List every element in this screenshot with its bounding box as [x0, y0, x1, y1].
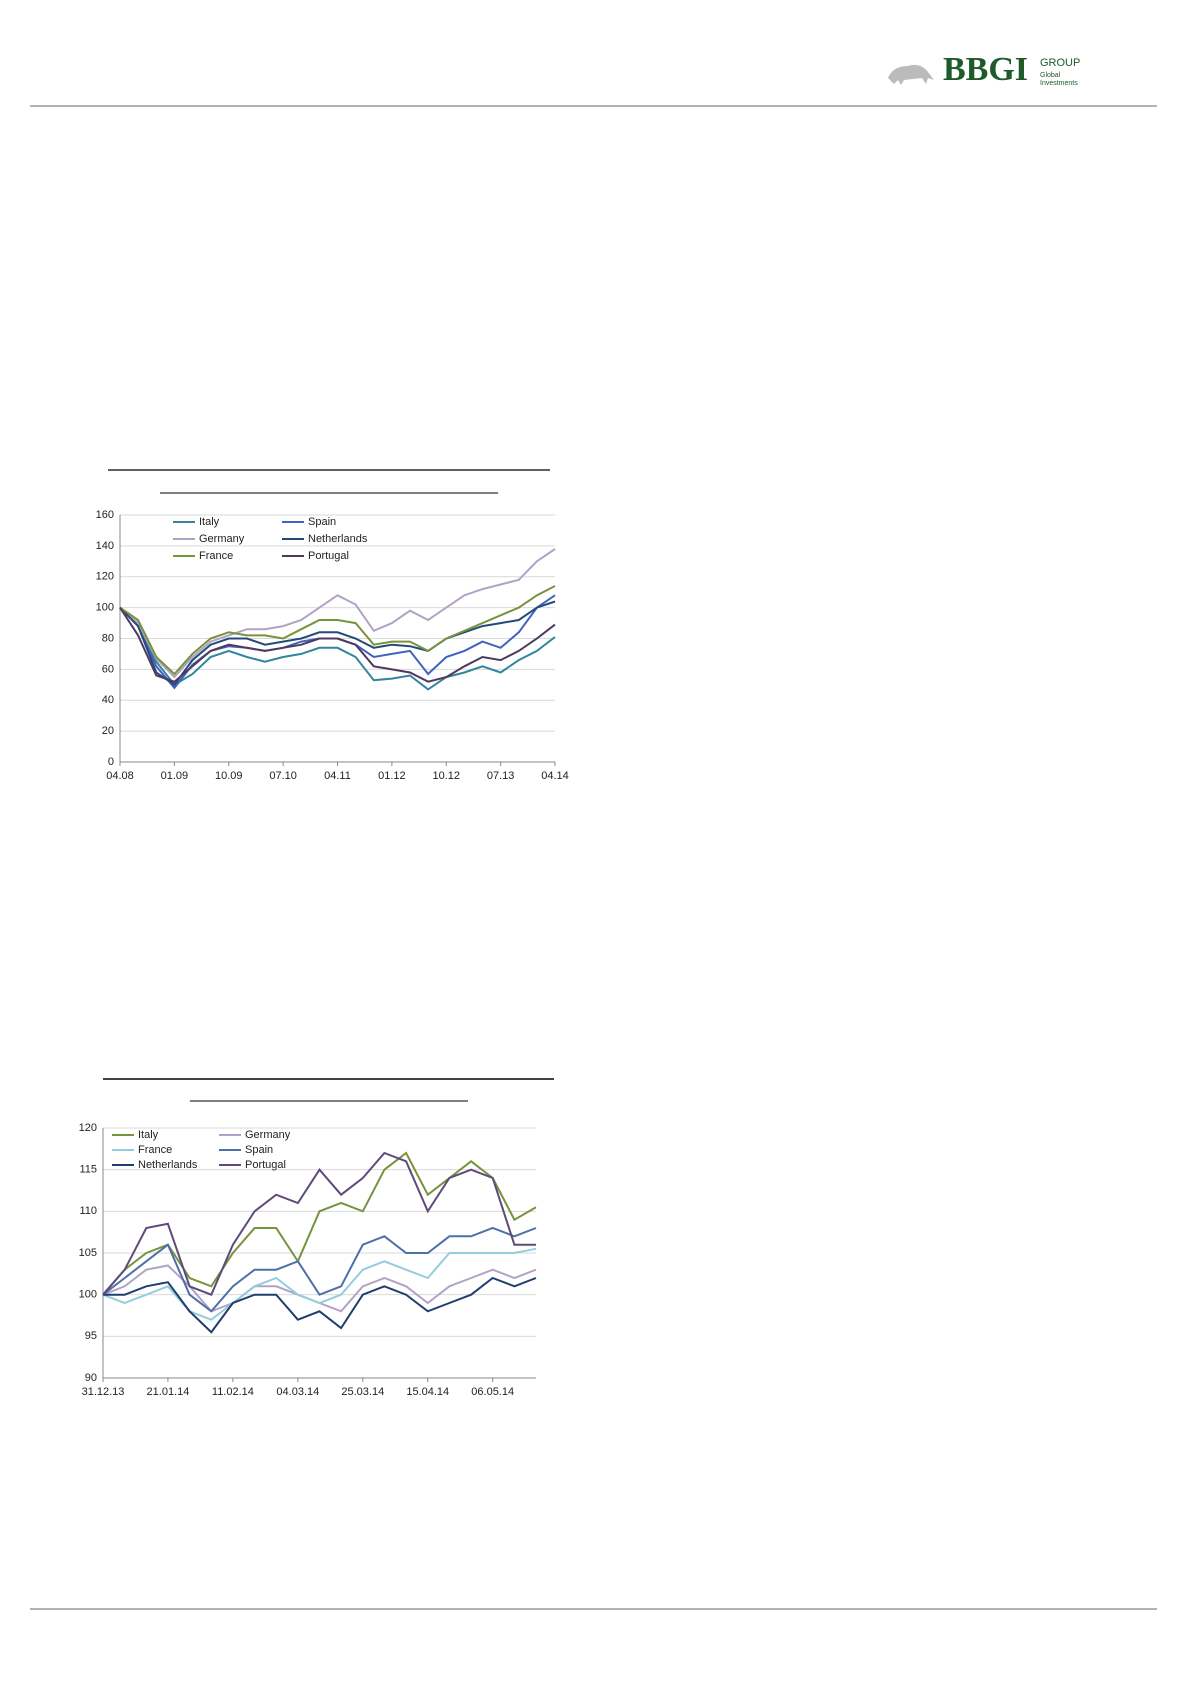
x-tick-label: 10.12	[432, 770, 460, 782]
legend-label: France	[199, 550, 233, 562]
legend-label: Italy	[199, 516, 220, 528]
series-line	[119, 607, 556, 683]
legend-label: Netherlands	[138, 1159, 198, 1171]
legend-label: Portugal	[245, 1159, 286, 1171]
legend-label: Spain	[308, 516, 336, 528]
series-line	[102, 1247, 537, 1321]
legend-label: Portugal	[308, 550, 349, 562]
legend-label: Spain	[245, 1144, 273, 1156]
y-tick-label: 100	[96, 602, 114, 614]
series-line	[119, 548, 556, 679]
y-tick-label: 0	[108, 756, 114, 768]
series-line	[102, 1226, 537, 1313]
series-line	[102, 1151, 536, 1296]
y-tick-label: 100	[79, 1289, 97, 1301]
y-tick-label: 115	[79, 1164, 97, 1176]
y-tick-label: 120	[96, 571, 114, 583]
x-tick-label: 07.13	[487, 770, 515, 782]
logo-icon	[888, 64, 934, 85]
x-tick-label: 25.03.14	[341, 1386, 384, 1398]
x-tick-label: 01.12	[378, 770, 406, 782]
series-line	[119, 585, 556, 676]
x-tick-label: 31.12.13	[82, 1386, 125, 1398]
logo-group: GROUP	[1040, 57, 1080, 69]
series-line	[102, 1264, 537, 1313]
x-tick-label: 04.08	[106, 770, 134, 782]
y-tick-label: 120	[79, 1122, 97, 1134]
x-tick-label: 15.04.14	[406, 1386, 449, 1398]
x-tick-label: 21.01.14	[147, 1386, 190, 1398]
series-line	[119, 594, 556, 690]
series-line	[119, 600, 556, 687]
y-tick-label: 95	[85, 1330, 97, 1342]
x-tick-label: 10.09	[215, 770, 243, 782]
y-tick-label: 140	[96, 540, 114, 552]
x-tick-label: 04.14	[541, 770, 569, 782]
logo: BBGI	[943, 51, 1028, 88]
legend-label: Germany	[199, 533, 245, 545]
y-tick-label: 60	[102, 663, 114, 675]
logo-tagline: Global	[1040, 72, 1061, 79]
x-tick-label: 01.09	[161, 770, 189, 782]
y-tick-label: 80	[102, 632, 114, 644]
y-tick-label: 20	[102, 725, 114, 737]
logo-tagline: Investments	[1040, 80, 1078, 87]
x-tick-label: 11.02.14	[212, 1386, 254, 1398]
series-line	[103, 1276, 537, 1334]
legend-label: Italy	[138, 1129, 159, 1141]
x-tick-label: 04.03.14	[276, 1386, 319, 1398]
legend-label: Germany	[245, 1129, 291, 1141]
x-tick-label: 06.05.14	[471, 1386, 514, 1398]
series-line	[119, 606, 556, 691]
x-tick-label: 04.11	[324, 770, 351, 782]
legend-label: France	[138, 1144, 172, 1156]
legend-label: Netherlands	[308, 533, 368, 545]
y-tick-label: 105	[79, 1247, 97, 1259]
y-tick-label: 110	[79, 1205, 97, 1217]
series-line	[102, 1151, 537, 1296]
y-tick-label: 160	[96, 509, 114, 521]
x-tick-label: 07.10	[269, 770, 297, 782]
y-tick-label: 40	[102, 694, 114, 706]
y-tick-label: 90	[85, 1372, 97, 1384]
